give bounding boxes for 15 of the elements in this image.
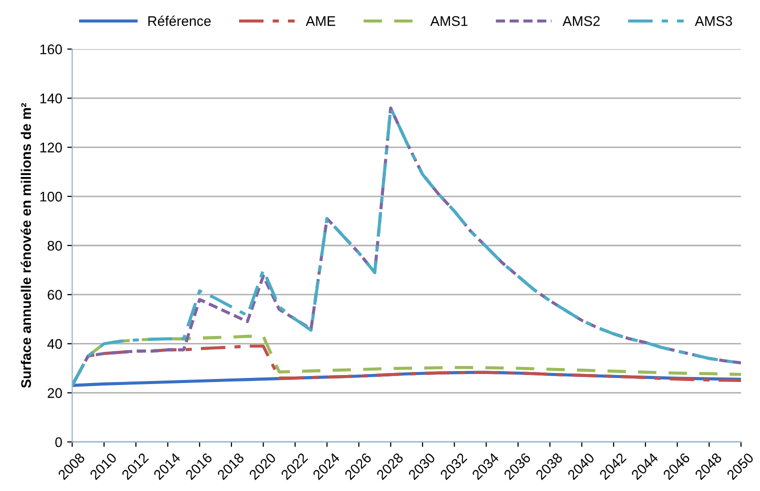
y-tick-label: 120 (40, 142, 62, 152)
legend-label: AMS1 (430, 16, 468, 26)
y-tick-label: 20 (48, 388, 62, 398)
y-tick-label: 140 (40, 94, 62, 104)
y-axis-title: Surface annuelle rénovée en millions de m² (20, 102, 32, 388)
y-tick-label: 100 (40, 192, 62, 202)
y-tick-label: 60 (48, 290, 62, 300)
legend-label: AME (306, 16, 336, 26)
legend-label: AMS2 (562, 16, 600, 26)
legend-label: AMS3 (694, 16, 732, 26)
y-tick-label: 160 (40, 44, 62, 54)
legend-label: Référence (148, 16, 211, 26)
y-tick-label: 0 (55, 437, 62, 448)
y-tick-label: 40 (47, 339, 62, 349)
y-tick-label: 80 (48, 240, 62, 251)
